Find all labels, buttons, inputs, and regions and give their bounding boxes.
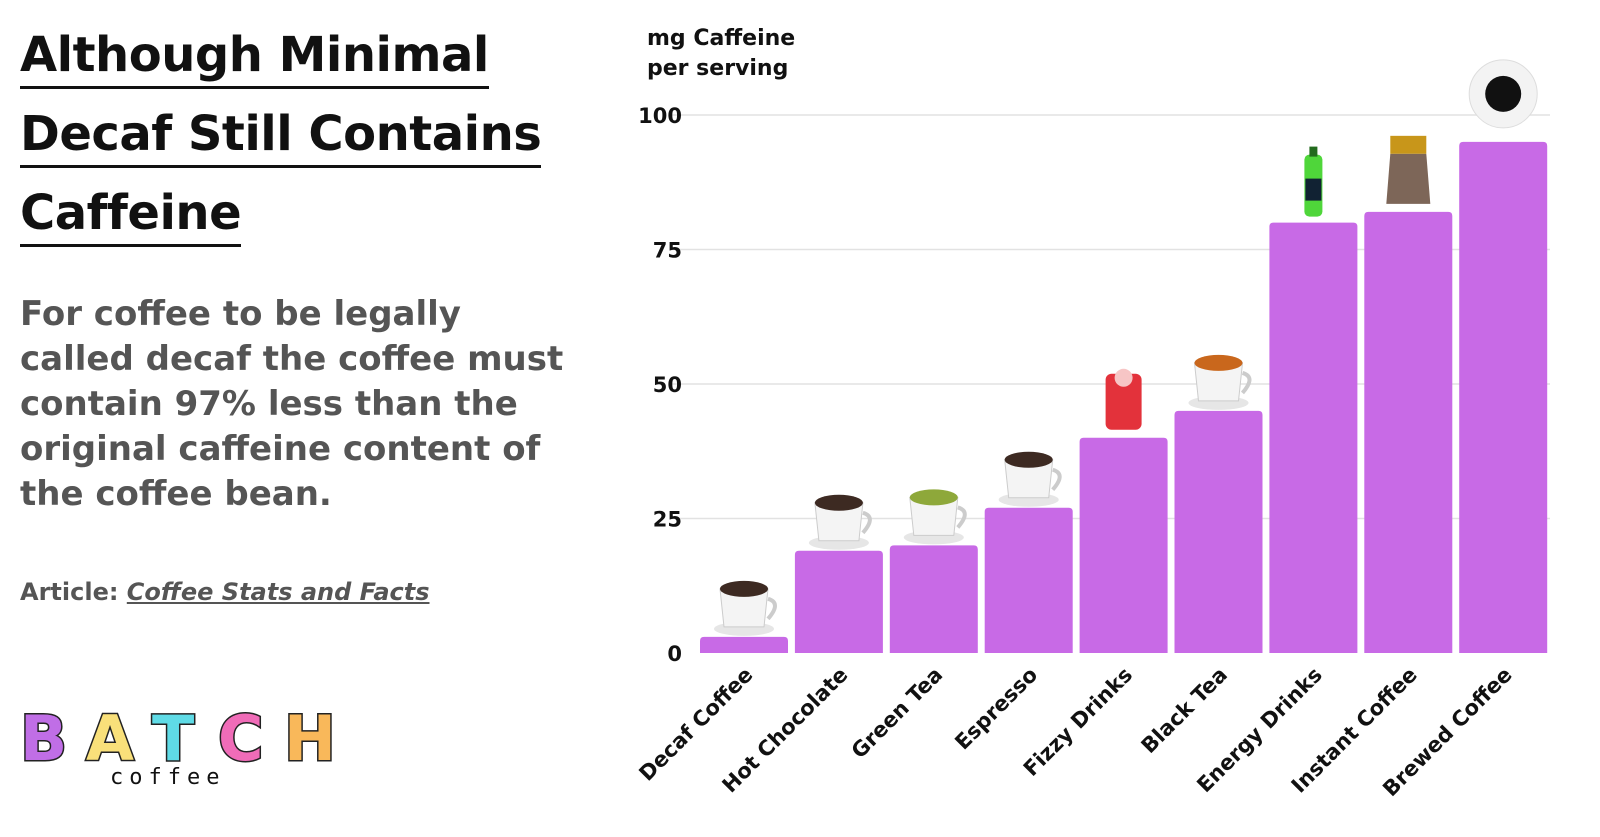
x-tick-label: Espresso — [950, 663, 1042, 755]
hot-chocolate-icon — [808, 494, 872, 550]
bar — [1079, 437, 1168, 653]
article-label: Article: — [20, 578, 119, 606]
logo-subtext: coffee — [110, 765, 226, 790]
logo-letter: A — [86, 702, 134, 770]
bar — [1364, 211, 1453, 653]
y-tick-label: 0 — [667, 642, 682, 666]
bar — [1269, 222, 1358, 653]
bar — [700, 636, 788, 653]
bar — [984, 507, 1073, 653]
x-tick-label: Black Tea — [1137, 663, 1233, 759]
instant-coffee-jar-icon — [1386, 135, 1431, 204]
cola-can-icon — [1105, 368, 1142, 430]
bar — [889, 545, 978, 653]
y-axis-label: mg Caffeine — [647, 26, 795, 51]
bar — [1459, 141, 1548, 653]
energy-drink-bottle-icon — [1304, 146, 1323, 217]
logo-letter: B — [20, 702, 67, 770]
logo-letter: C — [218, 702, 264, 770]
coffee-mug-icon — [714, 580, 777, 636]
title-line: Caffeine — [20, 182, 242, 247]
x-tick-label: Green Tea — [847, 663, 948, 764]
y-axis-label: per serving — [647, 56, 788, 81]
article-link[interactable]: Coffee Stats and Facts — [126, 578, 430, 606]
y-tick-label: 50 — [653, 373, 682, 397]
y-tick-label: 25 — [653, 508, 682, 532]
green-tea-cup-icon — [903, 489, 967, 545]
espresso-cup-icon — [998, 451, 1062, 507]
y-tick-label: 100 — [638, 104, 682, 128]
article-reference: Article: Coffee Stats and Facts — [20, 578, 430, 606]
brewed-coffee-cup-icon — [1468, 59, 1538, 129]
logo-letter: T — [152, 702, 194, 770]
title-line: Decaf Still Contains — [20, 103, 542, 168]
title-line: Although Minimal — [20, 24, 489, 89]
description: For coffee to be legally called decaf th… — [20, 294, 564, 514]
black-tea-cup-icon — [1188, 354, 1252, 410]
y-tick-label: 75 — [653, 239, 682, 263]
bar — [794, 550, 883, 653]
bar — [1174, 410, 1263, 653]
logo-letter: H — [284, 702, 336, 770]
chart-title: Although Minimal Decaf Still Contains Ca… — [20, 24, 620, 261]
